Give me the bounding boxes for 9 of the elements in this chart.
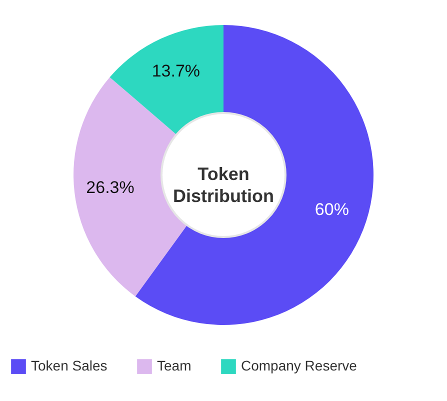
- data-label: 26.3%: [86, 178, 134, 198]
- text: Token Distribution: [173, 164, 274, 206]
- data-label: 13.7%: [152, 61, 200, 80]
- donut-slice: [135, 25, 374, 325]
- donut-slice: [110, 25, 224, 135]
- legend-label: Company Reserve: [241, 358, 358, 374]
- legend-label: Team: [157, 358, 192, 374]
- legend-label: Token Sales: [31, 358, 108, 374]
- data-label: 60%: [314, 200, 349, 220]
